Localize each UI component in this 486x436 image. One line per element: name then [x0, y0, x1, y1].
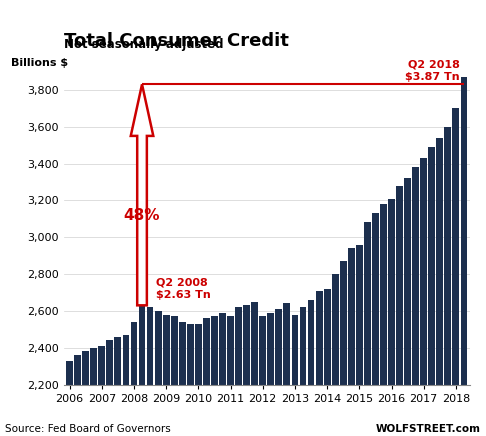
- Bar: [452, 108, 459, 436]
- Bar: [179, 322, 186, 436]
- Bar: [227, 317, 234, 436]
- Bar: [404, 178, 411, 436]
- Bar: [211, 317, 218, 436]
- Bar: [308, 300, 314, 436]
- Bar: [131, 322, 138, 436]
- Bar: [66, 361, 73, 436]
- Text: Q2 2008
$2.63 Tn: Q2 2008 $2.63 Tn: [156, 277, 210, 300]
- Bar: [243, 305, 250, 436]
- Bar: [219, 313, 226, 436]
- Bar: [340, 261, 347, 436]
- Bar: [276, 309, 282, 436]
- Bar: [388, 198, 395, 436]
- Bar: [396, 186, 403, 436]
- Bar: [106, 341, 113, 436]
- Bar: [412, 167, 419, 436]
- Bar: [187, 324, 194, 436]
- Text: Source: Fed Board of Governors: Source: Fed Board of Governors: [5, 424, 171, 434]
- Bar: [428, 147, 435, 436]
- Bar: [316, 291, 323, 436]
- Bar: [324, 289, 330, 436]
- Bar: [74, 355, 81, 436]
- Text: Q2 2018
$3.87 Tn: Q2 2018 $3.87 Tn: [405, 59, 460, 82]
- Text: Not seasonally adjusted: Not seasonally adjusted: [64, 38, 224, 51]
- Text: Total Consumer Credit: Total Consumer Credit: [64, 32, 289, 51]
- Bar: [267, 313, 274, 436]
- Bar: [155, 311, 161, 436]
- Text: 48%: 48%: [124, 208, 160, 223]
- Bar: [235, 307, 242, 436]
- Polygon shape: [131, 84, 153, 305]
- Bar: [372, 213, 379, 436]
- Bar: [122, 335, 129, 436]
- Bar: [332, 274, 339, 436]
- Bar: [444, 127, 451, 436]
- Bar: [115, 337, 122, 436]
- Bar: [299, 307, 306, 436]
- Bar: [364, 222, 371, 436]
- Bar: [98, 346, 105, 436]
- Bar: [420, 158, 427, 436]
- Bar: [147, 307, 154, 436]
- Bar: [195, 324, 202, 436]
- Bar: [82, 351, 89, 436]
- Bar: [348, 248, 355, 436]
- Text: Billions $: Billions $: [11, 58, 69, 68]
- Bar: [260, 317, 266, 436]
- Bar: [171, 317, 178, 436]
- Bar: [292, 314, 298, 436]
- Bar: [436, 138, 443, 436]
- Text: WOLFSTREET.com: WOLFSTREET.com: [376, 424, 481, 434]
- Bar: [251, 302, 258, 436]
- Bar: [203, 318, 210, 436]
- Bar: [283, 303, 290, 436]
- Bar: [139, 305, 145, 436]
- Bar: [380, 204, 387, 436]
- Bar: [163, 314, 170, 436]
- Bar: [90, 347, 97, 436]
- Bar: [461, 77, 468, 436]
- Bar: [356, 245, 363, 436]
